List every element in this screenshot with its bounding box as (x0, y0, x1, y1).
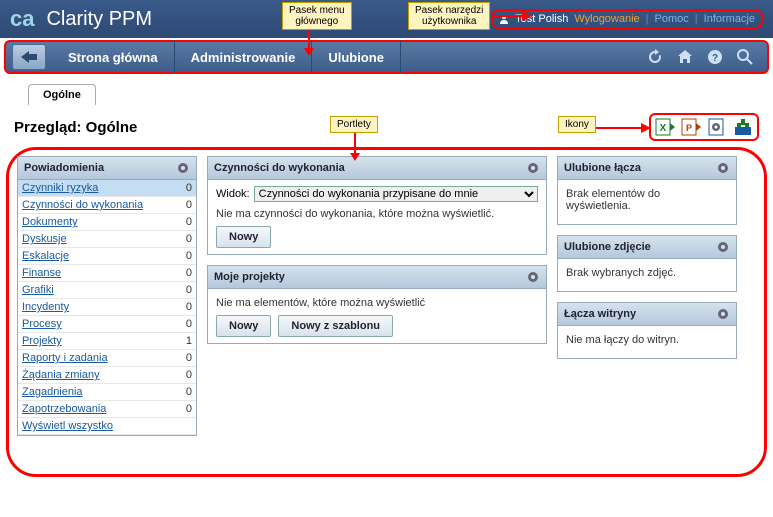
actions-empty: Nie ma czynności do wykonania, które moż… (216, 206, 538, 226)
svg-text:P: P (686, 123, 692, 133)
nav-admin[interactable]: Administrowanie (175, 40, 313, 74)
arrow-mainmenu (303, 26, 315, 56)
refresh-icon[interactable] (647, 49, 663, 65)
gear-icon[interactable] (526, 161, 540, 175)
callout-mainmenu: Pasek menu głównego (282, 2, 352, 30)
content-area: Powiadomienia Czynniki ryzyka0Czynności … (6, 147, 767, 477)
favimg-empty: Brak wybranych zdjęć. (566, 265, 728, 285)
notification-row[interactable]: Dyskusje0 (18, 231, 196, 248)
arrow-portlets (349, 131, 361, 161)
export-excel-icon[interactable]: X (655, 117, 675, 137)
nav-icons: ? (647, 49, 761, 65)
notification-row[interactable]: Wyświetl wszystko (18, 418, 196, 435)
notification-row[interactable]: Zapotrzebowania0 (18, 401, 196, 418)
projects-empty: Nie ma elementów, które można wyświetlić (216, 295, 538, 315)
svg-text:X: X (660, 123, 667, 134)
nav-home[interactable]: Strona główna (52, 40, 175, 74)
notification-row[interactable]: Czynniki ryzyka0 (18, 180, 196, 197)
notification-row[interactable]: Zagadnienia0 (18, 384, 196, 401)
notification-row[interactable]: Procesy0 (18, 316, 196, 333)
nav-favorites[interactable]: Ulubione (312, 40, 401, 74)
help-link[interactable]: Pomoc (655, 13, 689, 25)
toolbar-icons: X P (649, 113, 759, 141)
top-bar: ca Clarity PPM Test Polish Wylogowanie |… (0, 0, 773, 38)
page-title: Przegląd: Ogólne (14, 119, 137, 136)
view-label: Widok: (216, 188, 250, 200)
new-action-button[interactable]: Nowy (216, 226, 271, 248)
gear-icon[interactable] (716, 307, 730, 321)
portlet-sitelinks: Łącza witryny Nie ma łączy do witryn. (557, 302, 737, 359)
gear-icon[interactable] (526, 270, 540, 284)
search-icon[interactable] (737, 49, 753, 65)
portlet-actions: Czynności do wykonania Widok: Czynności d… (207, 156, 547, 255)
back-button[interactable] (12, 44, 46, 70)
info-link[interactable]: Informacje (704, 13, 755, 25)
logo: ca (10, 6, 34, 32)
tab-general[interactable]: Ogólne (28, 84, 96, 105)
arrow-usertool (492, 10, 532, 22)
app-name: Clarity PPM (46, 8, 152, 31)
view-select[interactable]: Czynności do wykonania przypisane do mni… (254, 186, 538, 202)
gear-icon[interactable] (716, 240, 730, 254)
callout-portlets: Portlety (330, 116, 378, 133)
notification-row[interactable]: Incydenty0 (18, 299, 196, 316)
portlet-favimg: Ulubione zdjęcie Brak wybranych zdjęć. (557, 235, 737, 292)
projects-title: Moje projekty (214, 271, 285, 283)
favimg-title: Ulubione zdjęcie (564, 241, 651, 253)
gear-icon[interactable] (176, 161, 190, 175)
logout-link[interactable]: Wylogowanie (574, 13, 639, 25)
notification-row[interactable]: Raporty i zadania0 (18, 350, 196, 367)
arrow-icons (593, 122, 651, 134)
export-pdf-icon[interactable]: P (681, 117, 701, 137)
favlinks-empty: Brak elementów do wyświetlenia. (566, 186, 728, 218)
callout-icons: Ikony (558, 116, 596, 133)
notification-row[interactable]: Finanse0 (18, 265, 196, 282)
home-icon[interactable] (677, 49, 693, 65)
configure-icon[interactable] (707, 117, 727, 137)
portlet-projects: Moje projekty Nie ma elementów, które mo… (207, 265, 547, 344)
page-header: Przegląd: Ogólne X P (0, 105, 773, 147)
notifications-list: Czynniki ryzyka0Czynności do wykonania0D… (18, 180, 196, 435)
actions-title: Czynności do wykonania (214, 162, 345, 174)
portlet-notifications: Powiadomienia Czynniki ryzyka0Czynności … (17, 156, 197, 436)
new-project-button[interactable]: Nowy (216, 315, 271, 337)
notification-row[interactable]: Żądania zmiany0 (18, 367, 196, 384)
callout-usertool: Pasek narzędzi użytkownika (408, 2, 490, 30)
notifications-title: Powiadomienia (24, 162, 104, 174)
notification-row[interactable]: Projekty1 (18, 333, 196, 350)
gear-icon[interactable] (716, 161, 730, 175)
svg-text:?: ? (712, 53, 718, 64)
add-icon[interactable] (733, 117, 753, 137)
notification-row[interactable]: Grafiki0 (18, 282, 196, 299)
portlet-favlinks: Ulubione łącza Brak elementów do wyświet… (557, 156, 737, 225)
notification-row[interactable]: Eskalacje0 (18, 248, 196, 265)
sitelinks-empty: Nie ma łączy do witryn. (566, 332, 728, 352)
main-menu-bar: Strona główna Administrowanie Ulubione ? (4, 40, 769, 74)
notification-row[interactable]: Dokumenty0 (18, 214, 196, 231)
logo-ca: ca (10, 6, 34, 31)
favlinks-title: Ulubione łącza (564, 162, 641, 174)
notification-row[interactable]: Czynności do wykonania0 (18, 197, 196, 214)
help-icon[interactable]: ? (707, 49, 723, 65)
new-from-template-button[interactable]: Nowy z szablonu (278, 315, 393, 337)
sitelinks-title: Łącza witryny (564, 308, 636, 320)
